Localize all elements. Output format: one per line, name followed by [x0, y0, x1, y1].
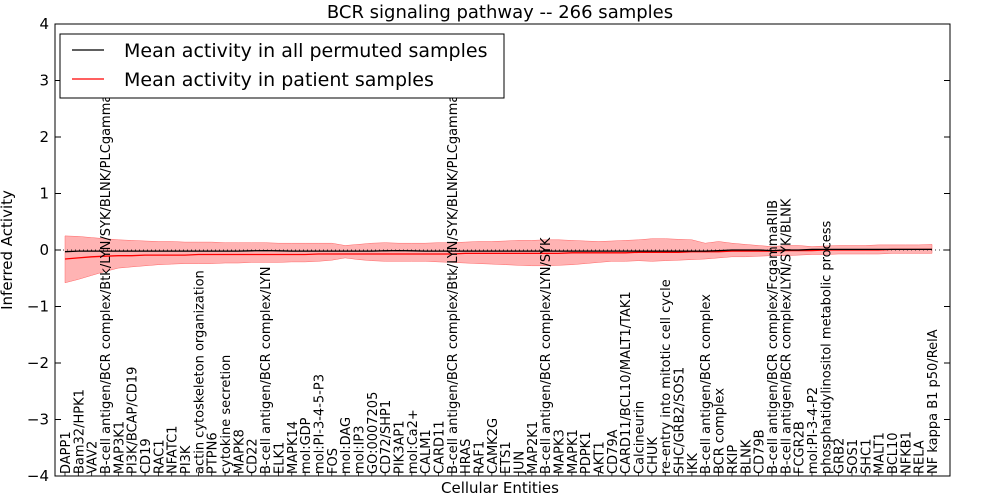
category-label: MAPK3: [553, 429, 568, 474]
category-label: SOS1: [846, 439, 861, 474]
category-label: mol:PI-3-4-P2: [806, 387, 821, 474]
y-tick-label: 2: [39, 128, 49, 146]
x-axis-label: Cellular Entities: [441, 479, 559, 497]
confidence-band: [64, 235, 933, 284]
y-tick-label: −3: [27, 411, 49, 429]
category-label: ELK1: [272, 442, 287, 474]
category-label: B-cell antigen/BCR complex/Btk/LYN/SYK/B…: [99, 86, 114, 474]
category-label: mol:GDP: [299, 417, 314, 474]
category-label: re-entry into mitotic cell cycle: [659, 279, 674, 474]
category-label: CALM1: [419, 429, 434, 474]
category-label: CD79B: [753, 429, 768, 474]
category-label: GO:0007205: [366, 392, 381, 474]
category-label: MAPK8: [232, 429, 247, 474]
category-label: MALT1: [873, 432, 888, 474]
category-label: CD22: [246, 438, 261, 474]
category-label: mol:IP3: [352, 425, 367, 474]
y-axis-label: Inferred Activity: [0, 190, 16, 310]
category-label: MAP2K1: [526, 421, 541, 474]
category-label: actin cytoskeleton organization: [192, 270, 207, 474]
category-label: B-cell antigen/BCR complex/Btk/LYN/SYK/B…: [446, 86, 461, 474]
category-label: FCGR2B: [793, 421, 808, 474]
category-label: cytokine secretion: [219, 355, 234, 474]
category-label: B-cell antigen/BCR complex/LYN/SYK: [539, 237, 554, 474]
y-tick-label: −4: [27, 467, 49, 485]
category-label: NF kappa B1 p50/RelA: [926, 329, 941, 474]
category-label: GRB2: [833, 438, 848, 474]
category-label: PTPN6: [206, 432, 221, 474]
series-line-permuted: [64, 248, 932, 253]
category-label: HRAS: [459, 439, 474, 474]
category-label: B-cell antigen/BCR complex/LYN: [259, 267, 274, 474]
category-label: CD79A: [606, 429, 621, 474]
category-label: RELA: [913, 440, 928, 474]
category-label: B-cell antigen/BCR complex/FcgammaRIIB: [766, 200, 781, 474]
category-label: RKIP: [726, 445, 741, 474]
category-label: CARD11/BCL10/MALT1/TAK1: [619, 291, 634, 474]
category-label: CD72/SHP1: [379, 400, 394, 474]
category-label: PIK3AP1: [392, 421, 407, 474]
category-label: MAPK14: [286, 421, 301, 474]
y-tick-label: 1: [39, 185, 49, 203]
category-label: RAC1: [152, 439, 167, 474]
category-label: CHUK: [646, 437, 661, 474]
category-label: BCR complex: [713, 388, 728, 474]
category-label: JUN: [513, 451, 528, 475]
category-label: DAPP1: [59, 431, 74, 474]
category-label: IKK: [686, 453, 701, 474]
category-label: NFATC1: [166, 426, 181, 474]
y-tick-label: −2: [27, 354, 49, 372]
category-label: PDPK1: [579, 432, 594, 475]
category-label: mol:PI-3-4-5-P3: [312, 374, 327, 474]
category-label: CAMK2G: [486, 418, 501, 474]
y-tick-label: 4: [39, 15, 49, 33]
category-label: mol:DAG: [339, 417, 354, 474]
category-label: CARD11: [432, 420, 447, 474]
legend-label-patient: Mean activity in patient samples: [124, 69, 434, 91]
y-tick-label: −1: [27, 298, 49, 316]
y-tick-label: 3: [39, 72, 49, 90]
category-label: RAF1: [472, 441, 487, 474]
category-label: mol:Ca2+: [406, 409, 421, 474]
category-label: SHC/GRB2/SOS1: [673, 367, 688, 474]
category-label: B-cell antigen/BCR complex/LYN/SYK/BLNK: [779, 198, 794, 474]
chart-title: BCR signaling pathway -- 266 samples: [327, 2, 673, 23]
y-axis-ticks: −4 −3 −2 −1 0 1 2 3 4: [27, 15, 950, 485]
category-label: AKT1: [593, 441, 608, 474]
category-label: MAPK1: [566, 429, 581, 474]
category-label: BLNK: [739, 439, 754, 474]
category-label: SHC1: [859, 439, 874, 474]
legend-label-permuted: Mean activity in all permuted samples: [124, 40, 487, 62]
category-label: CD19: [139, 438, 154, 474]
legend-box: [59, 33, 505, 99]
category-label: Calcineurin: [633, 401, 648, 474]
category-label: NFKB1: [899, 431, 914, 474]
y-tick-label: 0: [39, 241, 49, 259]
legend: Mean activity in all permuted samples Me…: [59, 33, 505, 99]
category-label: phosphatidylinositol metabolic process: [819, 220, 834, 474]
category-label: ETS1: [499, 441, 514, 474]
category-label: FOS: [326, 448, 341, 474]
category-label: PI3K/BCAP/CD19: [126, 367, 141, 474]
category-label: BCL10: [886, 432, 901, 474]
category-label: Bam32/HPK1: [72, 389, 87, 474]
category-label: PI3K: [179, 445, 194, 474]
category-label: B-cell antigen/BCR complex: [699, 294, 714, 474]
category-label: MAP3K1: [112, 421, 127, 474]
category-label: VAV2: [86, 441, 101, 474]
